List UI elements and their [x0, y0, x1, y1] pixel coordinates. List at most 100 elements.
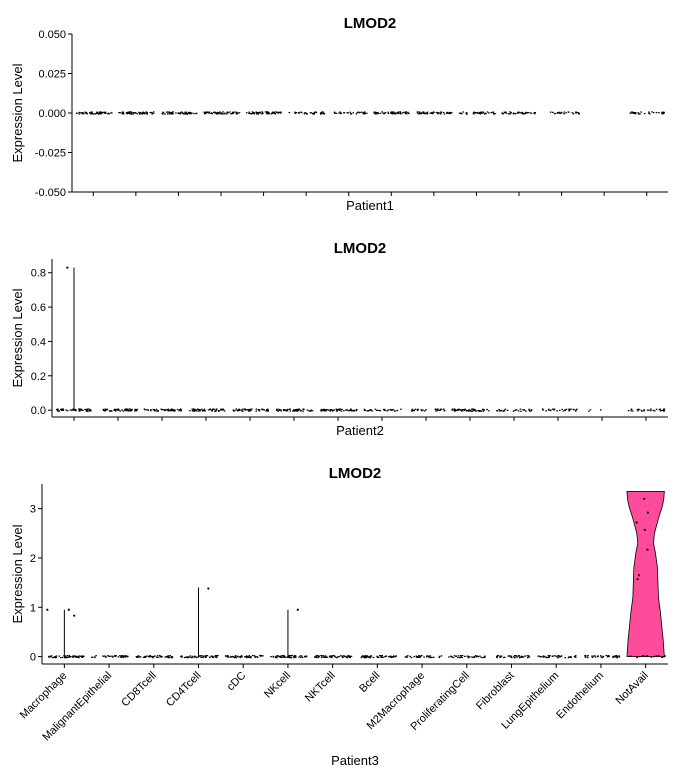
- zero-point: [512, 410, 515, 412]
- zero-point: [600, 656, 603, 658]
- zero-point: [78, 410, 81, 412]
- zero-point: [453, 408, 456, 410]
- zero-point: [283, 409, 286, 411]
- zero-point: [376, 655, 379, 657]
- zero-point: [496, 655, 499, 657]
- zero-point: [313, 111, 316, 113]
- zero-point: [234, 655, 237, 657]
- zero-point: [631, 410, 634, 412]
- zero-point: [90, 410, 92, 412]
- zero-point: [522, 409, 524, 411]
- zero-point: [193, 656, 196, 658]
- zero-point: [509, 113, 512, 115]
- zero-point: [184, 656, 186, 659]
- zero-point: [232, 410, 235, 412]
- y-tick-label: 0.2: [31, 371, 46, 383]
- zero-point: [633, 111, 636, 114]
- zero-point: [487, 410, 490, 412]
- zero-point: [340, 112, 343, 114]
- zero-point: [249, 410, 251, 412]
- zero-point: [301, 656, 304, 659]
- zero-point: [499, 656, 502, 658]
- zero-point: [431, 112, 433, 114]
- zero-point: [166, 111, 168, 113]
- zero-point: [468, 409, 471, 411]
- y-tick-label: 0.050: [38, 29, 66, 41]
- zero-point: [251, 111, 254, 113]
- zero-point: [107, 655, 109, 657]
- zero-point: [275, 111, 278, 113]
- zero-point: [76, 656, 79, 658]
- zero-point: [256, 112, 258, 114]
- zero-point: [150, 409, 152, 411]
- zero-point: [293, 655, 295, 657]
- zero-point: [167, 655, 169, 657]
- zero-point: [524, 111, 527, 114]
- zero-point: [289, 654, 292, 657]
- zero-point: [86, 113, 89, 115]
- zero-point: [104, 655, 106, 657]
- zero-point: [556, 410, 558, 412]
- zero-point: [227, 656, 230, 658]
- zero-point: [219, 409, 222, 411]
- zero-point: [165, 409, 168, 411]
- zero-point: [362, 112, 365, 114]
- zero-point: [167, 111, 169, 113]
- zero-point: [125, 408, 127, 410]
- zero-point: [368, 656, 371, 658]
- zero-point: [446, 111, 449, 113]
- zero-point: [283, 656, 286, 658]
- zero-point: [372, 656, 375, 659]
- zero-point: [181, 112, 184, 114]
- zero-point: [153, 409, 156, 411]
- zero-point: [569, 408, 571, 410]
- zero-point: [167, 410, 170, 412]
- zero-point: [449, 113, 452, 115]
- zero-point: [643, 409, 645, 411]
- zero-point: [261, 655, 263, 657]
- zero-point: [362, 655, 365, 657]
- zero-point: [125, 655, 128, 657]
- zero-point: [81, 111, 83, 114]
- zero-point: [95, 112, 98, 115]
- zero-point: [538, 655, 540, 657]
- zero-point: [390, 111, 392, 113]
- zero-point: [308, 410, 310, 412]
- zero-point: [652, 112, 655, 114]
- zero-point: [349, 111, 352, 113]
- zero-point: [365, 656, 368, 658]
- zero-point: [547, 408, 550, 410]
- zero-point: [172, 113, 174, 115]
- zero-point: [322, 409, 324, 411]
- zero-point: [186, 656, 189, 658]
- zero-point: [329, 655, 331, 657]
- zero-point: [121, 113, 123, 115]
- zero-point: [319, 112, 322, 114]
- zero-point: [355, 408, 358, 411]
- zero-point: [286, 408, 289, 411]
- zero-point: [199, 409, 201, 411]
- zero-point: [279, 111, 281, 113]
- zero-point: [338, 408, 341, 410]
- zero-point: [182, 113, 185, 115]
- zero-point: [415, 656, 418, 658]
- zero-point: [472, 408, 474, 411]
- zero-point: [91, 113, 94, 115]
- zero-point: [208, 656, 211, 658]
- zero-point: [326, 408, 328, 411]
- zero-point: [173, 409, 175, 411]
- zero-point: [413, 656, 415, 658]
- zero-point: [170, 408, 173, 410]
- zero-point: [413, 410, 415, 412]
- zero-point: [160, 408, 163, 411]
- zero-point: [288, 656, 291, 658]
- zero-point: [223, 113, 225, 115]
- zero-point: [454, 409, 457, 411]
- zero-point: [128, 408, 131, 410]
- zero-point: [126, 656, 129, 658]
- zero-point: [105, 656, 107, 658]
- zero-point: [231, 113, 233, 115]
- zero-point: [95, 655, 97, 657]
- zero-point: [360, 656, 363, 658]
- zero-point: [86, 410, 89, 412]
